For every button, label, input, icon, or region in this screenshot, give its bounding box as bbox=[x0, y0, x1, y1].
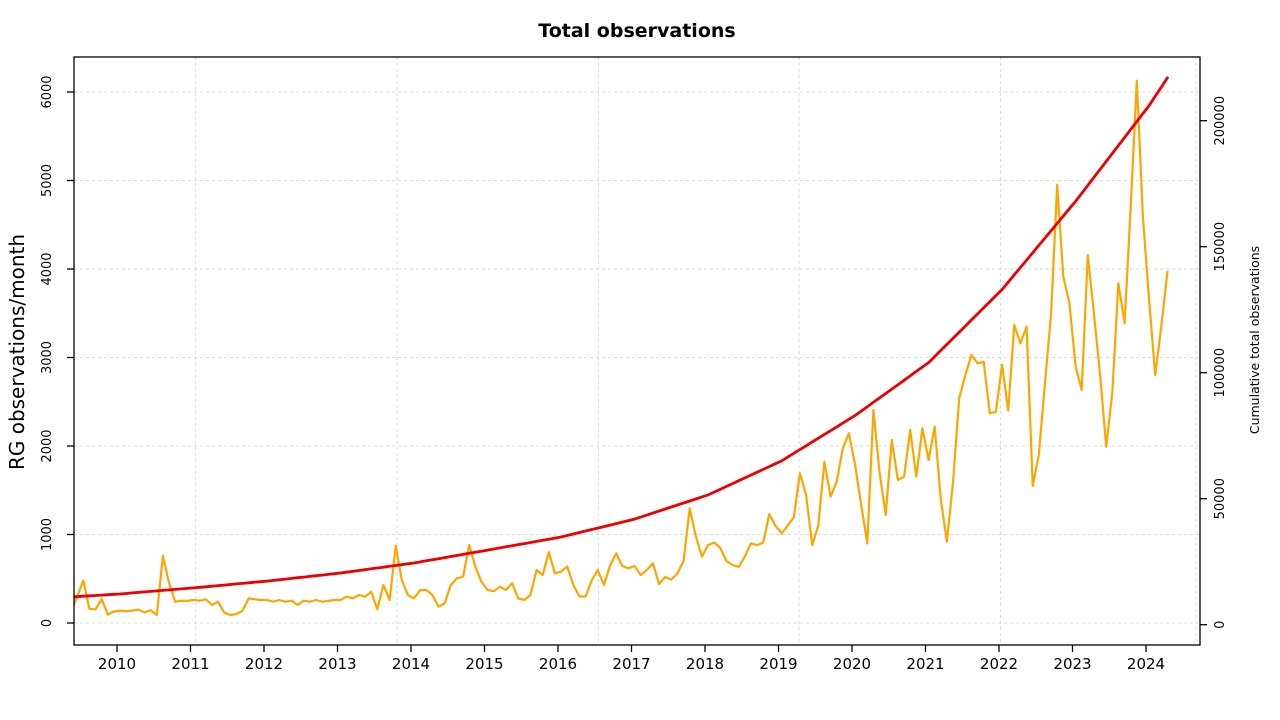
x-tick-label: 2019 bbox=[759, 655, 797, 673]
y-left-tick-label: 2000 bbox=[40, 429, 55, 462]
x-tick-label: 2021 bbox=[906, 655, 944, 673]
cumulative-series-line bbox=[74, 76, 1169, 599]
y-left-tick-label: 3000 bbox=[40, 341, 55, 374]
y-left-tick-label: 0 bbox=[40, 619, 55, 627]
y-right-tick-label: 50000 bbox=[1213, 478, 1228, 519]
x-tick-label: 2022 bbox=[980, 655, 1018, 673]
y-left-tick-label: 5000 bbox=[40, 164, 55, 197]
monthly-series-line bbox=[74, 79, 1169, 617]
x-tick-label: 2018 bbox=[686, 655, 724, 673]
chart-title: Total observations bbox=[538, 20, 735, 42]
x-tick-label: 2024 bbox=[1127, 655, 1165, 673]
y-right-tick-label: 100000 bbox=[1213, 348, 1228, 398]
right-axis-title: Cumulative total observations bbox=[1247, 246, 1262, 434]
x-tick-label: 2017 bbox=[612, 655, 650, 673]
y-left-tick-label: 4000 bbox=[40, 252, 55, 285]
plot-border bbox=[73, 56, 1201, 646]
y-left-tick-label: 1000 bbox=[40, 518, 55, 551]
x-tick-label: 2012 bbox=[245, 655, 283, 673]
y-left-tick-label: 6000 bbox=[40, 75, 55, 108]
x-tick-label: 2020 bbox=[833, 655, 871, 673]
x-tick-label: 2014 bbox=[392, 655, 430, 673]
x-tick-label: 2016 bbox=[539, 655, 577, 673]
y-right-tick-label: 200000 bbox=[1213, 96, 1228, 146]
y-right-tick-label: 150000 bbox=[1213, 222, 1228, 272]
left-axis-title: RG observations/month bbox=[5, 234, 29, 470]
y-right-tick-label: 0 bbox=[1213, 621, 1228, 629]
x-tick-label: 2015 bbox=[465, 655, 503, 673]
x-tick-label: 2011 bbox=[171, 655, 209, 673]
x-tick-label: 2023 bbox=[1053, 655, 1091, 673]
x-tick-label: 2013 bbox=[318, 655, 356, 673]
x-tick-label: 2010 bbox=[98, 655, 136, 673]
